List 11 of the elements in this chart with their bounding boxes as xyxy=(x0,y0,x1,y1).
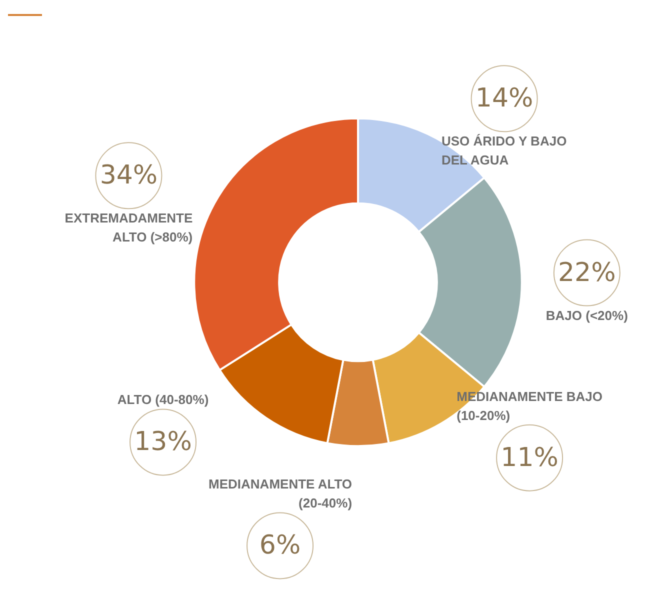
slice-label: BAJO (<20%) xyxy=(546,308,628,323)
slice-label: MEDIANAMENTE ALTO (20-40%) xyxy=(208,476,352,511)
data-label: 13% xyxy=(134,427,192,458)
slice-label: EXTREMADAMENTE ALTO (>80%) xyxy=(64,210,193,245)
slice-label: ALTO (40-80%) xyxy=(117,392,209,408)
data-label: 6% xyxy=(259,530,301,561)
data-label: 22% xyxy=(558,258,616,288)
data-label: 34% xyxy=(100,160,158,191)
slice-label: USO ÁRIDO Y BAJO DEL AGUA xyxy=(441,134,567,168)
data-label: 11% xyxy=(500,442,558,473)
data-label: 14% xyxy=(475,84,534,114)
